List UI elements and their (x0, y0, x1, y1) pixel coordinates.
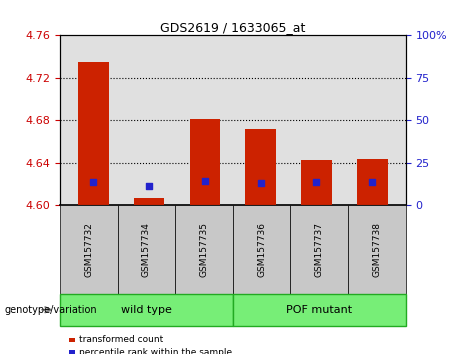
Text: GSM157738: GSM157738 (372, 222, 381, 277)
Point (90, 179, 97, 185)
Point (257, 180, 264, 186)
Point (368, 179, 376, 185)
Text: POF mutant: POF mutant (286, 305, 352, 315)
Bar (301, 160, 332, 205)
Text: GSM157734: GSM157734 (142, 222, 151, 277)
Bar (245, 129, 276, 205)
Text: wild type: wild type (121, 305, 172, 315)
Title: GDS2619 / 1633065_at: GDS2619 / 1633065_at (160, 21, 306, 34)
Text: GSM157732: GSM157732 (84, 222, 93, 277)
Text: GSM157737: GSM157737 (315, 222, 324, 277)
Bar (357, 159, 388, 205)
Text: transformed count: transformed count (79, 335, 164, 344)
Point (146, 183, 153, 189)
Text: genotype/variation: genotype/variation (5, 305, 97, 315)
Text: percentile rank within the sample: percentile rank within the sample (79, 348, 232, 354)
Point (313, 179, 320, 185)
Bar (189, 119, 220, 205)
Text: GSM157736: GSM157736 (257, 222, 266, 277)
Bar (78, 62, 109, 205)
Point (201, 178, 209, 184)
Bar (134, 198, 165, 205)
Text: GSM157735: GSM157735 (200, 222, 208, 277)
